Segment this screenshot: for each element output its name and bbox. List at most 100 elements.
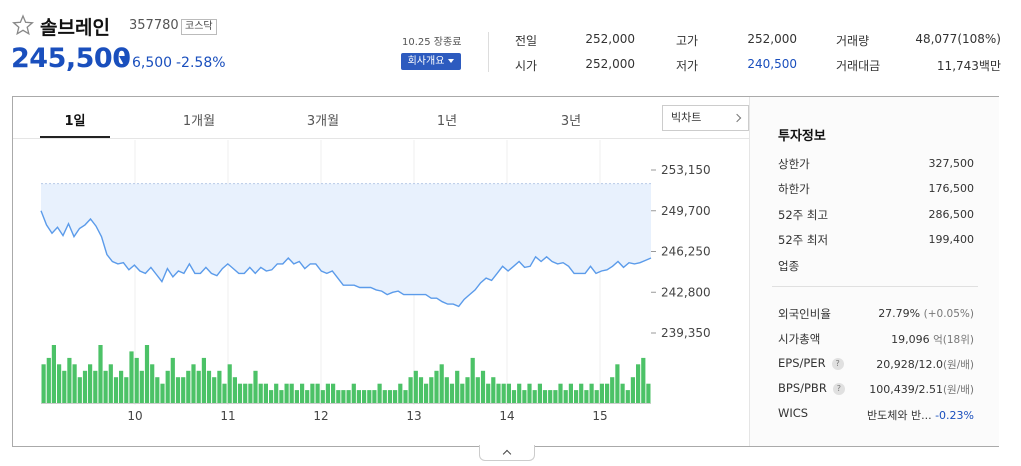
y-tick-label: 253,150 bbox=[661, 163, 711, 177]
y-tick-label: 242,800 bbox=[661, 285, 711, 299]
caret-down-icon bbox=[448, 59, 455, 63]
low52-value: 199,400 bbox=[928, 233, 975, 246]
volume-bar bbox=[93, 370, 98, 403]
tab-1month[interactable]: 1개월 bbox=[182, 114, 216, 129]
volume-bar bbox=[434, 370, 439, 403]
volume-bar bbox=[641, 357, 646, 403]
low-value: 240,500 bbox=[747, 57, 797, 71]
volume-bar bbox=[320, 390, 325, 403]
eps-per-label: EPS/PER? bbox=[778, 356, 844, 370]
tab-1day[interactable]: 1일 bbox=[64, 114, 86, 129]
stock-name: 솔브레인 bbox=[40, 17, 110, 39]
header-divider bbox=[488, 32, 489, 72]
volume-bar bbox=[372, 390, 377, 403]
volume-bar bbox=[160, 383, 165, 403]
eps-per-text: EPS/PER bbox=[778, 356, 826, 370]
volume-bar bbox=[424, 383, 429, 403]
volume-bar bbox=[568, 383, 573, 403]
x-tick-label: 13 bbox=[406, 409, 421, 423]
market-cap-unit: 억(18위) bbox=[933, 334, 974, 346]
volume-bar bbox=[77, 377, 82, 403]
volume-bar bbox=[325, 383, 330, 403]
volume-bar bbox=[460, 383, 465, 403]
volume-bar bbox=[511, 390, 517, 403]
question-mark-icon[interactable]: ? bbox=[831, 357, 844, 370]
volume-bar bbox=[269, 390, 274, 403]
volume-bar bbox=[103, 370, 108, 403]
volume-bar bbox=[517, 383, 522, 403]
volume-value: 48,077(108%) bbox=[915, 32, 1001, 46]
x-tick-label: 15 bbox=[592, 409, 607, 423]
volume-bar bbox=[108, 364, 113, 403]
company-overview-label: 회사개요 bbox=[407, 56, 445, 67]
volume-bar bbox=[563, 390, 568, 403]
tab-3month[interactable]: 3개월 bbox=[306, 114, 340, 129]
chevron-up-icon bbox=[502, 449, 512, 459]
collapse-toggle-button[interactable] bbox=[479, 445, 535, 461]
x-tick-label: 10 bbox=[127, 409, 142, 423]
period-tabs: 1일 1개월 3개월 1년 3년 빅차트 bbox=[13, 97, 749, 139]
chart-panel: 1일 1개월 3개월 1년 3년 빅차트 253,150 249,700 246,2… bbox=[12, 96, 999, 447]
tab-1year[interactable]: 1년 bbox=[436, 114, 458, 129]
high-value: 252,000 bbox=[747, 32, 797, 46]
volume-bar bbox=[150, 364, 155, 403]
triangle-down-icon bbox=[119, 56, 129, 65]
volume-bar bbox=[300, 383, 305, 403]
eps-per-value: 20,928/12.0(원/배) bbox=[876, 357, 974, 372]
volume-bar bbox=[346, 390, 351, 403]
volume-bar bbox=[439, 364, 444, 403]
volume-bar bbox=[356, 390, 361, 403]
volume-bar bbox=[181, 377, 186, 403]
volume-bar bbox=[274, 383, 279, 403]
volume-bar bbox=[444, 377, 449, 403]
tab-3year[interactable]: 3년 bbox=[560, 114, 582, 129]
bps-pbr-number: 100,439/2.51 bbox=[869, 383, 943, 396]
volume-bar bbox=[362, 390, 367, 403]
intraday-chart: 253,150 249,700 246,250 242,800 239,350 10 11 1… bbox=[40, 140, 711, 423]
volume-bar bbox=[594, 390, 599, 403]
volume-bar bbox=[548, 390, 553, 403]
volume-bar bbox=[455, 370, 460, 403]
volume-bar bbox=[88, 364, 93, 403]
volume-bar bbox=[124, 377, 129, 403]
big-chart-button[interactable]: 빅차트 bbox=[662, 105, 749, 131]
volume-bar bbox=[351, 383, 356, 403]
volume-bar bbox=[599, 383, 604, 403]
volume-bar bbox=[113, 377, 119, 403]
open-label: 시가 bbox=[515, 59, 538, 73]
stock-code: 357780 bbox=[129, 18, 179, 33]
volume-bar bbox=[418, 377, 424, 403]
volume-bar bbox=[212, 377, 217, 403]
wics-sector[interactable]: 반도체와 반... bbox=[866, 409, 932, 422]
volume-bar bbox=[480, 370, 486, 403]
volume-bar bbox=[470, 357, 475, 403]
upper-limit-value: 327,500 bbox=[928, 157, 975, 170]
foreign-ratio-label: 외국인비율 bbox=[778, 307, 831, 321]
volume-bar bbox=[496, 383, 501, 403]
volume-bar bbox=[175, 377, 181, 403]
volume-bar bbox=[289, 383, 294, 403]
bps-pbr-text: BPS/PBR bbox=[778, 381, 827, 395]
question-mark-icon[interactable]: ? bbox=[832, 382, 845, 395]
industry-label: 업종 bbox=[778, 259, 800, 273]
volume-bar bbox=[310, 383, 315, 403]
volume-bar bbox=[341, 390, 346, 403]
high52-value: 286,500 bbox=[928, 208, 975, 221]
volume-bar bbox=[486, 383, 491, 403]
volume-bar bbox=[610, 377, 615, 403]
high52-label: 52주 최고 bbox=[778, 208, 829, 222]
volume-bar bbox=[625, 390, 630, 403]
market-cap-number: 19,096 bbox=[891, 333, 930, 346]
company-overview-button[interactable]: 회사개요 bbox=[401, 53, 461, 70]
volume-bar bbox=[537, 383, 542, 403]
volume-bar bbox=[506, 383, 511, 403]
volume-bar bbox=[222, 383, 227, 403]
x-tick-label: 12 bbox=[313, 409, 328, 423]
volume-bar bbox=[144, 345, 150, 403]
volume-bar bbox=[403, 390, 408, 403]
favorite-star-icon[interactable] bbox=[11, 14, 35, 36]
upper-limit-label: 상한가 bbox=[778, 157, 810, 171]
y-tick-label: 239,350 bbox=[661, 326, 711, 340]
volume-bar bbox=[449, 383, 455, 403]
volume-bar bbox=[620, 383, 625, 403]
